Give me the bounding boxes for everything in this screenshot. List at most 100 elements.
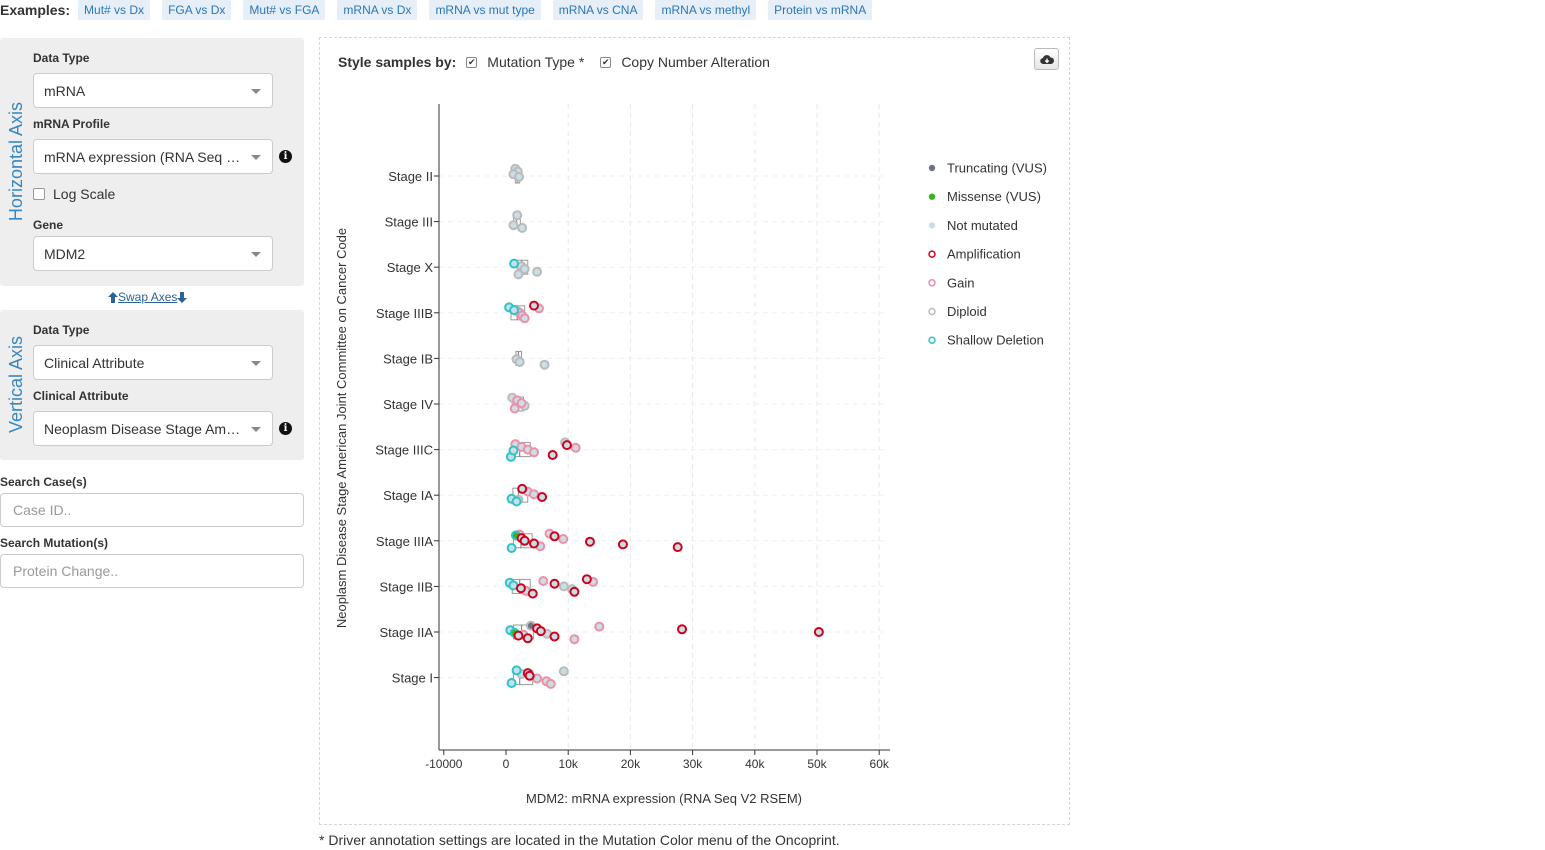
cloud-download-icon [1039, 54, 1054, 64]
v-data-type-select[interactable]: Clinical Attribute [33, 345, 273, 380]
v-data-type-value: Clinical Attribute [44, 354, 145, 371]
legend-marker [928, 250, 936, 258]
sample-point [514, 171, 525, 182]
sample-point [569, 634, 580, 645]
sample-point [512, 210, 523, 221]
sample-point [519, 535, 530, 546]
example-mrna-vs-methyl[interactable]: mRNA vs methyl [655, 0, 757, 20]
h-gene-select[interactable]: MDM2 [33, 236, 273, 271]
search-mutation-label: Search Mutation(s) [0, 536, 109, 550]
download-button[interactable] [1034, 48, 1059, 70]
chevron-down-icon [251, 89, 261, 94]
example-mrna-vs-mut-type[interactable]: mRNA vs mut type [429, 0, 541, 20]
plot-boxes [510, 168, 534, 686]
example-mut-vs-dx[interactable]: Mut# vs Dx [78, 0, 151, 20]
y-tick-label: Stage IIIA [376, 534, 433, 549]
x-tick-label: 0 [503, 757, 510, 771]
y-axis-label: Neoplasm Disease Stage American Joint Co… [334, 228, 349, 628]
v-attribute-value: Neoplasm Disease Stage American Joint Co… [44, 420, 242, 437]
horizontal-axis-panel: Horizontal Axis Data Type mRNA mRNA Prof… [0, 38, 304, 286]
search-mutation-input[interactable]: Protein Change.. [0, 554, 304, 588]
y-tick-label: Stage IIA [380, 625, 434, 640]
sample-point [511, 665, 522, 676]
sample-point [506, 678, 517, 688]
x-tick-label: 20k [621, 757, 641, 771]
sample-point [515, 583, 526, 594]
vertical-axis-title: Vertical Axis [3, 310, 29, 460]
plot-container: Style samples by: ✔ Mutation Type * ✔ Co… [319, 37, 1070, 825]
sample-point [594, 621, 605, 632]
sample-point [538, 576, 549, 586]
sample-point [506, 543, 517, 553]
example-fga-vs-dx[interactable]: FGA vs Dx [162, 0, 232, 20]
v-attribute-label: Clinical Attribute [33, 389, 129, 403]
sample-point [528, 538, 539, 549]
plot-points [504, 163, 824, 689]
sample-point [561, 440, 572, 451]
sample-point [508, 445, 519, 456]
legend-marker [928, 193, 936, 200]
chevron-down-icon [251, 252, 261, 257]
sample-point [513, 630, 524, 641]
arrow-up-icon [108, 291, 118, 303]
y-tick-label: Stage IV [383, 397, 433, 412]
chevron-down-icon [251, 427, 261, 432]
v-attribute-select[interactable]: Neoplasm Disease Stage American Joint Co… [33, 411, 273, 446]
h-data-type-value: mRNA [44, 82, 86, 99]
vertical-axis-panel: Vertical Axis Data Type Clinical Attribu… [0, 310, 304, 460]
sample-point [547, 450, 558, 460]
legend-label: Gain [947, 275, 974, 290]
x-axis-label: MDM2: mRNA expression (RNA Seq V2 RSEM) [526, 791, 802, 806]
sample-point [514, 357, 525, 367]
plot-grid [439, 104, 884, 750]
sample-point [516, 398, 527, 409]
h-data-type-select[interactable]: mRNA [33, 73, 273, 108]
x-tick-label: 10k [559, 757, 579, 771]
example-mut-vs-fga[interactable]: Mut# vs FGA [243, 0, 326, 20]
example-mrna-vs-dx[interactable]: mRNA vs Dx [337, 0, 418, 20]
h-profile-select[interactable]: mRNA expression (RNA Seq V2 RSEM) [33, 139, 273, 174]
x-tick-label: 50k [807, 757, 827, 771]
info-icon[interactable]: i [279, 422, 292, 435]
example-mrna-vs-cna[interactable]: mRNA vs CNA [552, 0, 644, 20]
legend-marker [928, 222, 936, 229]
sample-point [509, 258, 520, 269]
horizontal-axis-title: Horizontal Axis [3, 38, 29, 286]
h-data-type-label: Data Type [33, 51, 90, 65]
sample-point [584, 536, 595, 547]
search-case-input[interactable]: Case ID.. [0, 493, 304, 527]
swap-axes-link[interactable]: Swap Axes [108, 290, 188, 304]
sample-point [617, 539, 628, 550]
h-gene-value: MDM2 [44, 245, 86, 262]
y-tick-label: Stage III [385, 215, 433, 230]
sample-point [509, 403, 520, 414]
y-tick-label: Stage II [388, 169, 433, 184]
sample-point [524, 670, 535, 681]
sample-point [581, 574, 592, 585]
y-tick-label: Stage IB [383, 351, 433, 366]
sample-point [545, 678, 556, 689]
sample-point [519, 313, 530, 324]
info-icon[interactable]: i [279, 150, 292, 163]
mutation-type-label: Mutation Type * [487, 54, 585, 70]
mutation-type-checkbox[interactable]: ✔ [466, 56, 478, 68]
sample-point [513, 269, 524, 280]
vertical-axis-title-text: Vertical Axis [5, 336, 26, 434]
examples-bar: Examples: Mut# vs Dx FGA vs Dx Mut# vs F… [0, 0, 884, 20]
driver-annotation-footnote: * Driver annotation settings are located… [319, 832, 840, 848]
copy-number-checkbox[interactable]: ✔ [600, 56, 612, 68]
example-protein-vs-mrna[interactable]: Protein vs mRNA [768, 0, 873, 20]
sample-point [537, 492, 548, 502]
swap-axes-label: Swap Axes [118, 290, 178, 304]
legend-marker [928, 307, 936, 316]
log-scale-label: Log Scale [53, 186, 116, 202]
v-data-type-label: Data Type [33, 323, 90, 337]
x-tick-label: 60k [870, 757, 890, 771]
log-scale-checkbox[interactable] [33, 188, 45, 200]
x-tick-label: 40k [745, 757, 765, 771]
sample-point [517, 483, 528, 494]
sample-point [677, 624, 688, 635]
h-profile-label: mRNA Profile [33, 117, 110, 131]
y-tick-label: Stage X [387, 260, 434, 275]
style-samples-by: Style samples by: ✔ Mutation Type * ✔ Co… [338, 54, 786, 70]
